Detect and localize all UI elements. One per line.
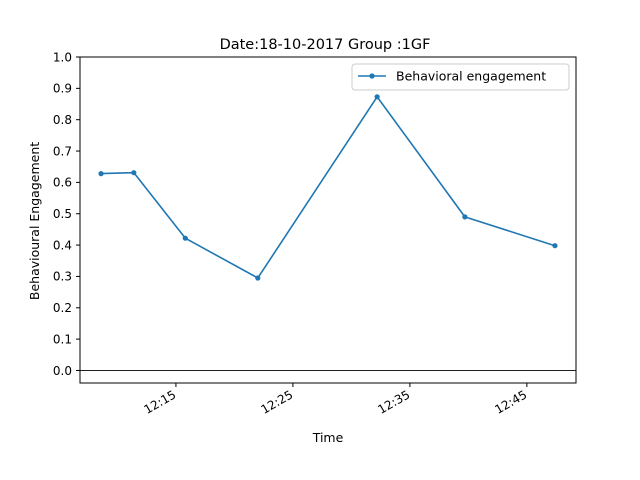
y-tick-label: 0.9 [53,82,72,96]
x-axis-label: Time [312,430,344,445]
data-point [98,171,104,177]
x-tick-label: 12:35 [375,387,412,416]
y-tick-label: 0.5 [53,207,72,221]
y-axis: 0.0 0.1 0.2 0.3 0.4 0.5 0.6 0.7 0.8 0.9 1.0 [53,50,80,378]
plot-area-frame [79,56,577,384]
y-tick-label: 0.8 [53,113,72,127]
legend: Behavioral engagement [351,63,570,91]
y-tick-label: 0.3 [53,270,72,284]
y-tick-label: 0.7 [53,144,72,158]
data-point [131,170,137,176]
y-tick-label: 0.2 [53,301,72,315]
data-point [462,214,468,220]
chart-title: Date:18-10-2017 Group :1GF [220,37,431,53]
y-tick-label: 0.0 [53,364,72,378]
y-tick-label: 1.0 [53,50,72,64]
y-tick-label: 0.1 [53,332,72,346]
series-layer [98,94,558,281]
data-point [182,235,188,241]
x-tick-label: 12:45 [492,387,529,416]
legend-frame [351,63,570,91]
legend-marker-swatch [369,73,375,79]
data-point [552,243,558,249]
series-line [101,96,556,279]
legend-label: Behavioral engagement [396,69,546,84]
x-tick-label: 12:15 [141,387,178,416]
x-axis: 12:15 12:25 12:35 12:45 [141,383,529,417]
y-tick-label: 0.4 [53,238,72,252]
x-tick-label: 12:25 [258,387,295,416]
y-tick-label: 0.6 [53,176,72,190]
data-point [255,275,261,281]
y-axis-label: Behavioural Engagement [27,142,42,300]
data-point [374,94,380,100]
